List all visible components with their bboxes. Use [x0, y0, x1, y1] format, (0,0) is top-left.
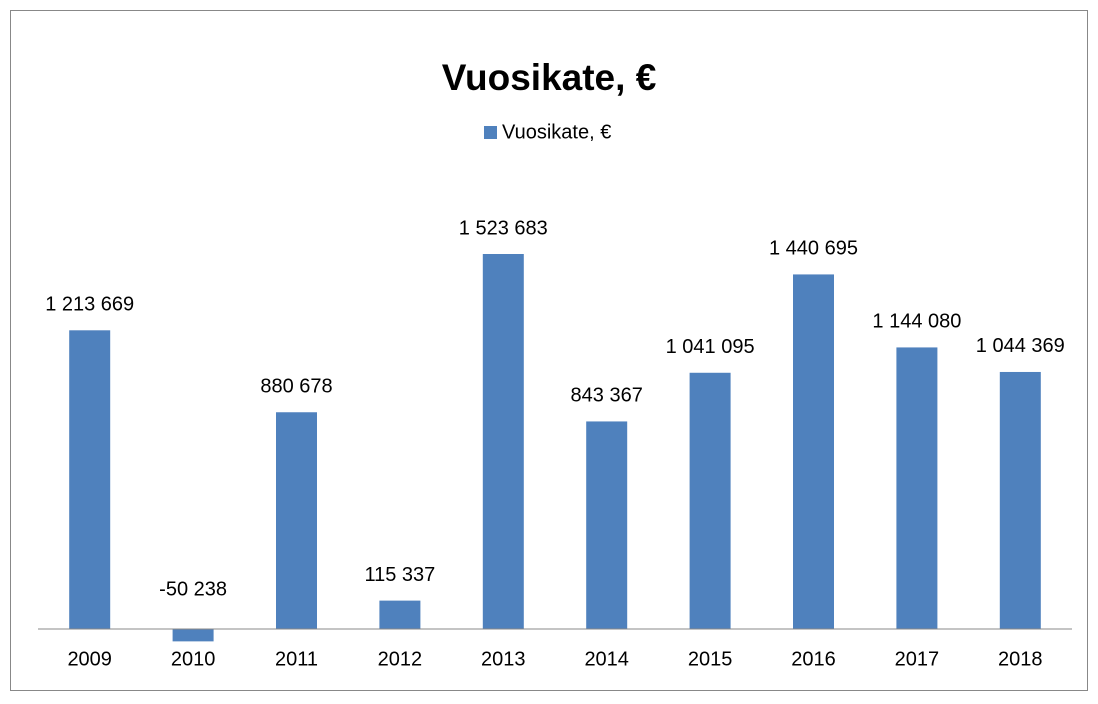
- x-tick-label: 2018: [998, 648, 1043, 670]
- data-label: 115 337: [364, 564, 435, 586]
- bar: [69, 330, 111, 629]
- x-tick-label: 2009: [67, 648, 112, 670]
- data-label: 1 440 695: [769, 238, 858, 260]
- bar: [793, 274, 834, 629]
- data-label: 880 678: [260, 376, 332, 398]
- data-label: 1 044 369: [976, 335, 1065, 357]
- data-label: 1 041 095: [666, 336, 755, 358]
- x-tick-label: 2012: [378, 648, 423, 670]
- x-tick-label: 2011: [275, 648, 318, 670]
- data-label: 1 144 080: [872, 311, 961, 333]
- data-label: 1 523 683: [459, 217, 548, 239]
- bar: [276, 412, 317, 629]
- bar: [379, 600, 421, 629]
- bar: [172, 629, 214, 642]
- chart-title: Vuosikate, €: [442, 57, 657, 98]
- x-tick-label: 2013: [481, 648, 526, 670]
- x-tick-label: 2017: [895, 648, 940, 670]
- data-label: -50 238: [159, 578, 227, 600]
- bar: [586, 421, 628, 629]
- bar: [689, 372, 731, 629]
- data-label: 1 213 669: [45, 294, 134, 316]
- data-label: 843 367: [571, 385, 643, 407]
- x-tick-label: 2014: [584, 648, 629, 670]
- bar: [999, 371, 1041, 629]
- bar: [896, 347, 938, 629]
- legend-swatch: [484, 126, 497, 139]
- x-tick-label: 2010: [171, 648, 216, 670]
- x-tick-label: 2016: [791, 648, 836, 670]
- bar: [482, 254, 524, 629]
- legend-label: Vuosikate, €: [502, 121, 611, 143]
- x-tick-label: 2015: [688, 648, 733, 670]
